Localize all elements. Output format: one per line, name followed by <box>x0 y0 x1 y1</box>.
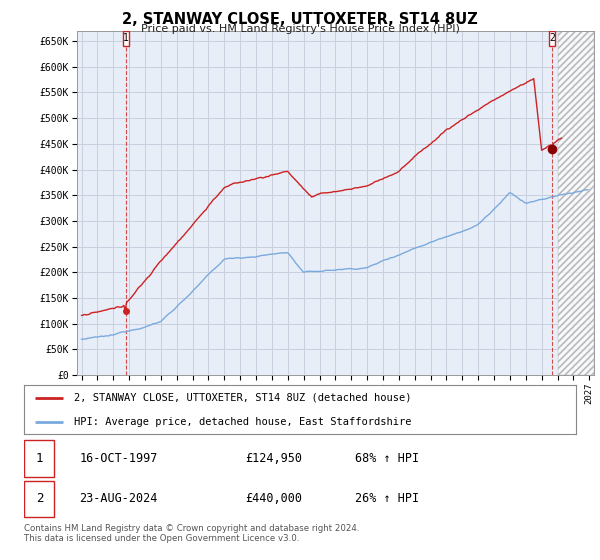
Text: 2: 2 <box>36 492 43 506</box>
Text: 68% ↑ HPI: 68% ↑ HPI <box>355 452 419 465</box>
Bar <box>557 31 594 375</box>
Text: 1: 1 <box>36 452 43 465</box>
Text: 2, STANWAY CLOSE, UTTOXETER, ST14 8UZ (detached house): 2, STANWAY CLOSE, UTTOXETER, ST14 8UZ (d… <box>74 393 411 403</box>
Text: 1: 1 <box>123 33 129 43</box>
Bar <box>24 481 55 517</box>
Text: 16-OCT-1997: 16-OCT-1997 <box>79 452 158 465</box>
Text: 2: 2 <box>549 33 555 43</box>
Text: HPI: Average price, detached house, East Staffordshire: HPI: Average price, detached house, East… <box>74 417 411 427</box>
Text: Contains HM Land Registry data © Crown copyright and database right 2024.
This d: Contains HM Land Registry data © Crown c… <box>24 524 359 543</box>
Bar <box>24 441 55 477</box>
Text: 23-AUG-2024: 23-AUG-2024 <box>79 492 158 506</box>
Bar <box>123 31 128 46</box>
Text: £124,950: £124,950 <box>245 452 302 465</box>
Text: 26% ↑ HPI: 26% ↑ HPI <box>355 492 419 506</box>
Bar <box>549 31 554 46</box>
Text: Price paid vs. HM Land Registry's House Price Index (HPI): Price paid vs. HM Land Registry's House … <box>140 24 460 34</box>
Bar <box>557 31 594 375</box>
Text: 2, STANWAY CLOSE, UTTOXETER, ST14 8UZ: 2, STANWAY CLOSE, UTTOXETER, ST14 8UZ <box>122 12 478 27</box>
Text: £440,000: £440,000 <box>245 492 302 506</box>
